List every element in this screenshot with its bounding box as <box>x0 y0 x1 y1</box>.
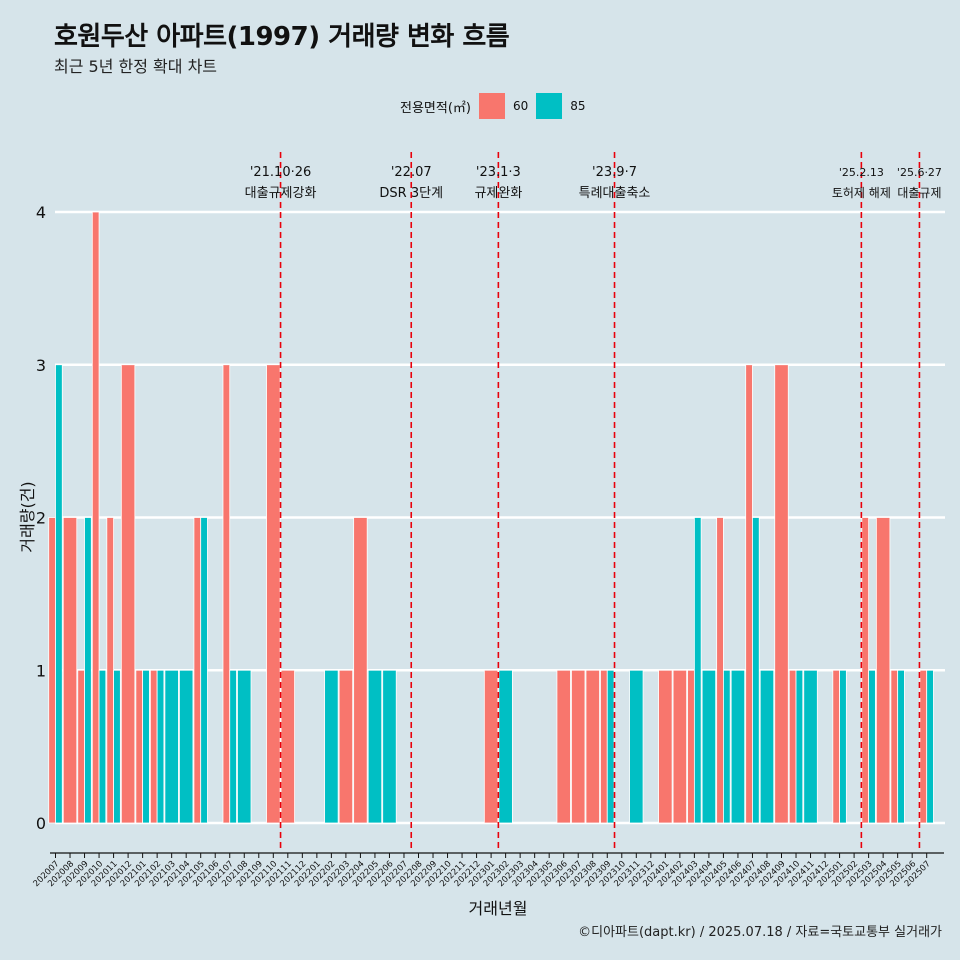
bar-60-202501 <box>832 669 840 824</box>
bar-85-202404 <box>701 669 717 824</box>
event-date: '23.9·7 <box>592 165 637 180</box>
bar-85-202104 <box>179 669 194 824</box>
legend-swatch-60 <box>478 93 505 119</box>
legend-label-85: 85 <box>570 99 586 113</box>
y-tick-label: 4 <box>36 203 46 222</box>
bar-85-202205 <box>367 669 383 824</box>
bar-85-202108 <box>237 669 252 824</box>
bar-85-202309 <box>606 669 615 824</box>
bar-60-202203 <box>338 669 354 824</box>
bar-60-202308 <box>585 669 600 824</box>
bar-85-202403 <box>693 517 702 824</box>
bar-85-202011 <box>113 669 121 824</box>
legend-swatch-85 <box>536 93 563 119</box>
event-label: 특례대출축소 <box>579 186 651 201</box>
event-label: 대출규제 <box>897 186 941 200</box>
bar-60-202306 <box>556 669 571 824</box>
chart-subtitle: 최근 5년 한정 확대 차트 <box>54 57 218 76</box>
bar-60-202011 <box>106 517 114 824</box>
event-label: 토허제 해제 <box>832 186 891 200</box>
chart-title: 호원두산 아파트(1997) 거래량 변화 흐름 <box>54 22 510 52</box>
bar-85-202407 <box>752 517 760 824</box>
y-tick-label: 0 <box>36 814 46 833</box>
bar-85-202505 <box>897 669 905 824</box>
legend-title: 전용면적(㎡) <box>400 100 471 116</box>
source-caption: ©디아파트(dapt.kr) / 2025.07.18 / 자료=국토교통부 실… <box>578 925 942 940</box>
bar-85-202408 <box>759 669 775 824</box>
bar-60-202107 <box>222 364 231 824</box>
bar-60-202503 <box>861 517 870 824</box>
bar-85-202009 <box>84 517 92 824</box>
bar-60-202401 <box>658 669 673 824</box>
bar-85-202103 <box>164 669 179 824</box>
event-date: '21.10·26 <box>250 165 311 180</box>
event-label: DSR 3단계 <box>379 186 443 201</box>
bar-85-202410 <box>795 669 804 824</box>
bar-60-202309 <box>600 669 608 824</box>
bar-85-202202 <box>324 669 339 824</box>
legend-label-60: 60 <box>512 99 529 113</box>
bar-85-202010 <box>98 669 107 824</box>
event-label: 규제완화 <box>474 186 522 201</box>
bar-60-202410 <box>788 669 797 824</box>
event-date: '25.2.13 <box>839 166 884 179</box>
bar-60-202301 <box>483 669 499 824</box>
bar-60-202507 <box>919 669 928 824</box>
bar-60-202504 <box>875 517 891 824</box>
bar-60-202307 <box>571 669 586 824</box>
bar-60-202204 <box>353 517 368 824</box>
bar-60-202110 <box>266 364 281 824</box>
bar-60-202505 <box>890 669 899 824</box>
bar-85-202411 <box>803 669 818 824</box>
bar-60-202402 <box>672 669 688 824</box>
bar-60-202403 <box>687 669 695 824</box>
bar-60-202012 <box>120 364 136 824</box>
y-tick-label: 2 <box>36 509 46 528</box>
bar-60-202010 <box>91 211 100 824</box>
event-date: '23.1·3 <box>476 165 521 180</box>
bar-85-202501 <box>839 669 847 824</box>
bar-60-202407 <box>745 364 753 824</box>
event-date: '22.07 <box>391 165 432 180</box>
y-tick-label: 3 <box>36 356 46 375</box>
bar-85-202406 <box>730 669 746 824</box>
bar-60-202405 <box>716 517 724 824</box>
bar-60-202101 <box>135 669 144 824</box>
bar-85-202107 <box>229 669 237 824</box>
y-tick-label: 1 <box>36 661 46 680</box>
event-label: 대출규제강화 <box>245 186 317 201</box>
bar-85-202507 <box>926 669 934 824</box>
legend: 전용면적(㎡) 60 85 <box>400 93 594 119</box>
bar-85-202311 <box>629 669 644 824</box>
bar-85-202405 <box>723 669 731 824</box>
x-axis-title: 거래년월 <box>469 899 528 918</box>
bar-60-202105 <box>193 517 202 824</box>
bar-60-202007 <box>48 517 56 824</box>
y-axis-title: 거래량(건) <box>18 481 37 552</box>
bar-85-202007 <box>55 364 63 824</box>
bar-60-202008 <box>62 517 78 824</box>
bar-85-202101 <box>142 669 150 824</box>
bar-85-202302 <box>498 669 513 824</box>
bar-85-202105 <box>200 517 208 824</box>
bar-85-202102 <box>156 669 165 824</box>
bar-60-202409 <box>774 364 789 824</box>
event-date: '25.6·27 <box>897 166 942 179</box>
bar-60-202111 <box>280 669 295 824</box>
bar-60-202009 <box>77 669 85 824</box>
bar-85-202503 <box>868 669 876 824</box>
bar-85-202206 <box>382 669 397 824</box>
bar-60-202102 <box>149 669 158 824</box>
